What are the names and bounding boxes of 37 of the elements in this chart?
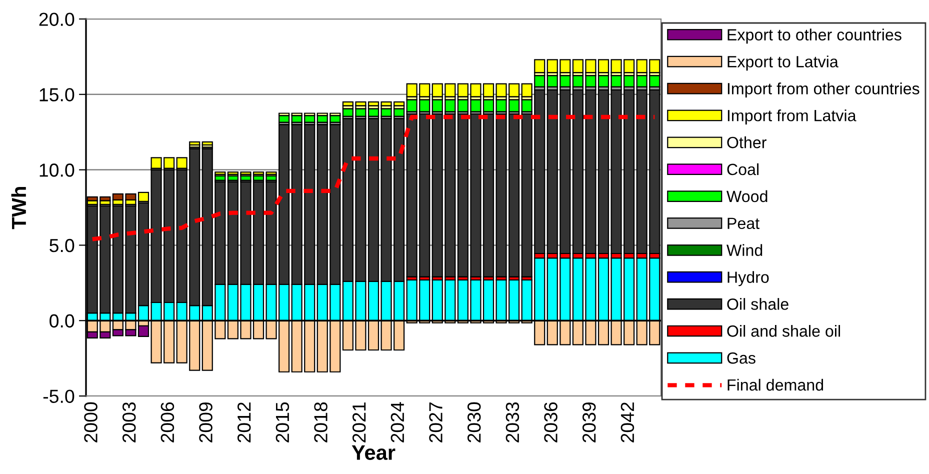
legend-label: Export to other countries	[728, 28, 902, 44]
x-tick-label: 2036	[544, 402, 558, 442]
legend-label: Final demand	[728, 378, 824, 391]
legend-label: Import from Latvia	[728, 109, 856, 124]
legend-label: Oil shale	[727, 298, 788, 310]
x-tick-label: 2039	[582, 402, 596, 442]
x-tick-label: 2042	[620, 402, 634, 442]
legend-label: Other	[727, 136, 766, 148]
x-tick-label: 2012	[237, 402, 251, 442]
legend-label: Coal	[727, 163, 758, 176]
x-tick-label: 2033	[506, 402, 520, 442]
x-tick-label: 2024	[390, 402, 404, 442]
y-tick-label: 15.0	[40, 88, 74, 102]
y-axis-title: TWh	[11, 186, 26, 230]
legend-label: Oil and shale oil	[727, 324, 840, 337]
x-tick-label: 2030	[467, 402, 481, 442]
y-tick-label: 0.0	[50, 314, 74, 328]
x-tick-label: 2015	[276, 402, 290, 442]
legend-label: Gas	[727, 352, 756, 364]
legend-label: Wood	[726, 190, 768, 202]
legend-label: Hydro	[728, 271, 769, 286]
y-tick-label: 5.0	[50, 238, 74, 252]
legend-label: Import from other countries	[728, 82, 920, 98]
x-axis-title: Year	[352, 445, 396, 460]
x-tick-label: 2009	[199, 402, 212, 442]
legend-label: Wind	[726, 244, 762, 256]
x-tick-label: 2027	[429, 402, 442, 442]
legend-label: Export to Latvia	[728, 56, 838, 71]
x-tick-label: 2018	[314, 402, 328, 442]
x-tick-label: 2003	[122, 402, 136, 442]
x-tick-label: 2006	[160, 402, 174, 442]
y-tick-label: 20.0	[39, 12, 74, 26]
x-tick-label: 2021	[352, 402, 366, 442]
x-tick-label: 2000	[84, 402, 98, 442]
y-tick-label: -5.0	[43, 390, 74, 403]
y-tick-label: 10.0	[40, 164, 74, 177]
legend-label: Peat	[728, 218, 760, 230]
